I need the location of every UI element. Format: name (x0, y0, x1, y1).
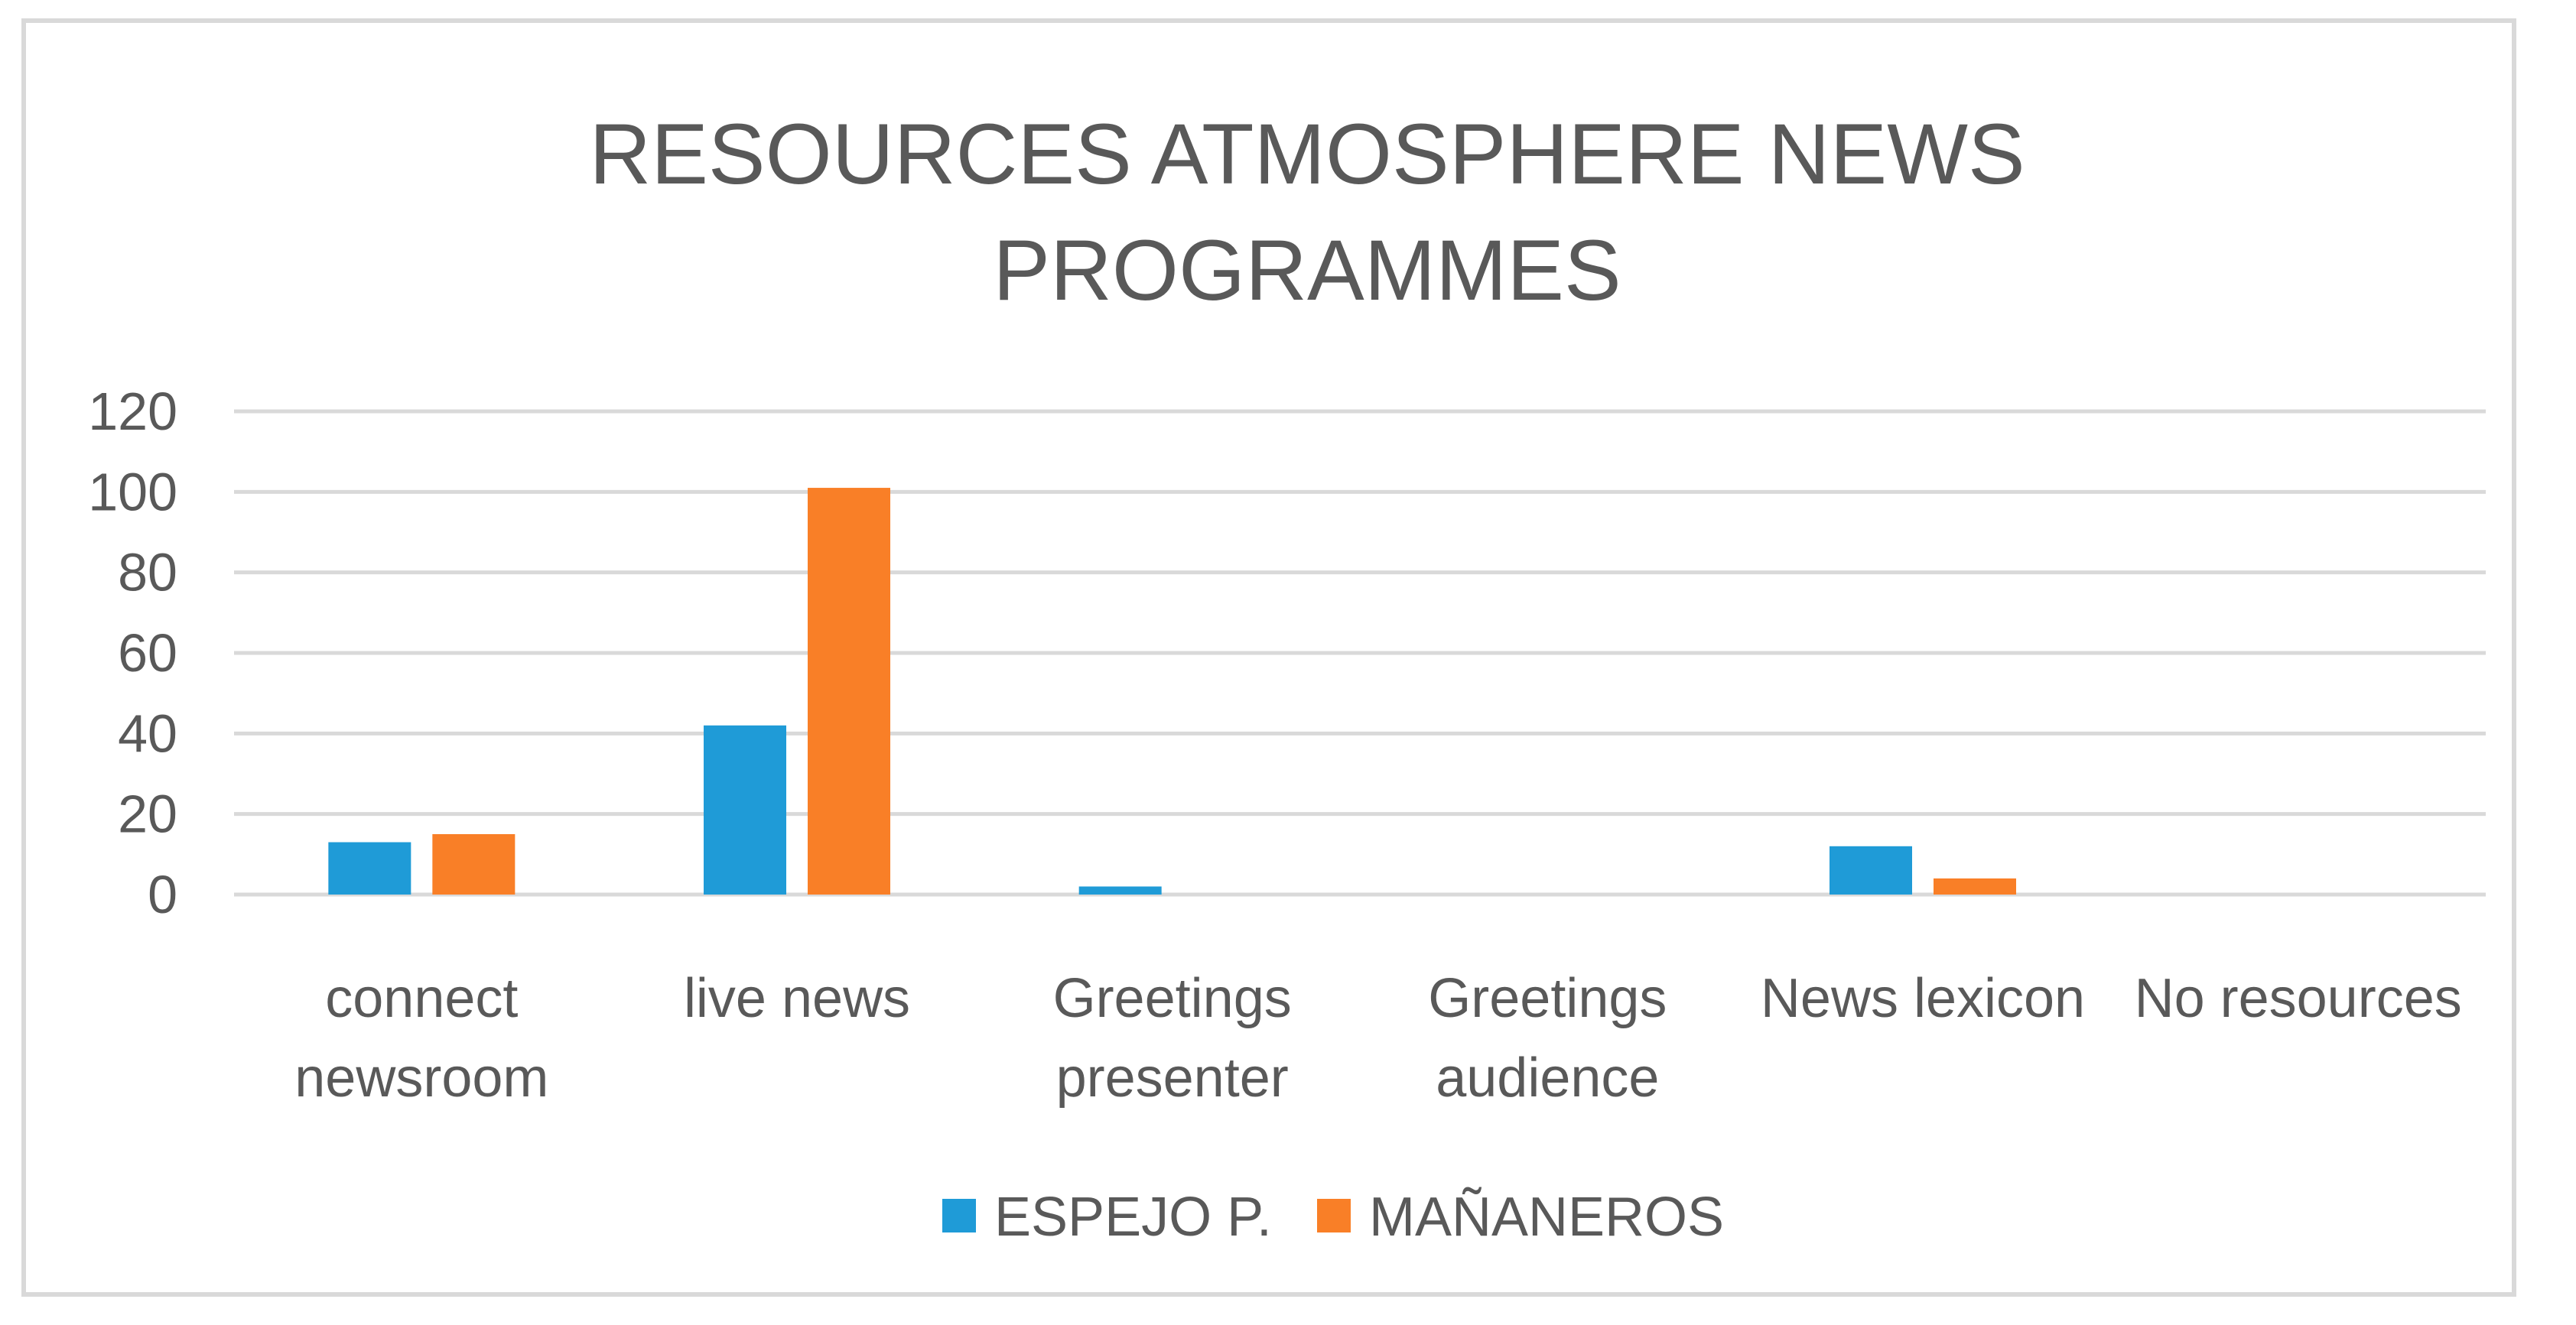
legend-swatch (942, 1199, 976, 1232)
legend-label: ESPEJO P. (994, 1187, 1272, 1248)
x-category-label: News lexicon (1761, 968, 2085, 1029)
y-tick-label: 80 (118, 543, 177, 602)
x-category-label: No resources (2135, 968, 2462, 1029)
y-axis-ticks: 0 20 40 60 80 100 120 (88, 382, 177, 924)
legend-label: MAÑANEROS (1369, 1187, 1724, 1248)
chart-title-line-2: PROGRAMMES (993, 222, 1621, 318)
chart-title-line-1: RESOURCES ATMOSPHERE NEWS (589, 106, 2025, 202)
x-category-label: presenter (1056, 1047, 1289, 1109)
bar-espejo (1078, 886, 1162, 895)
bar-mananeros (1934, 878, 2016, 895)
bar-mananeros (808, 488, 890, 895)
legend-swatch (1317, 1199, 1351, 1232)
bar-mananeros (432, 834, 516, 895)
y-tick-label: 120 (88, 382, 177, 441)
x-category-label: Greetings (1428, 968, 1667, 1029)
gridlines (234, 409, 2486, 897)
y-tick-label: 20 (118, 784, 177, 844)
x-category-label: connect (325, 968, 518, 1029)
y-tick-label: 100 (88, 462, 177, 521)
bar-espejo (328, 842, 411, 895)
chart-frame: RESOURCES ATMOSPHERE NEWS PROGRAMMES 0 20… (21, 18, 2516, 1297)
bar-chart: RESOURCES ATMOSPHERE NEWS PROGRAMMES 0 20… (88, 106, 2486, 1248)
x-category-label: Greetings (1053, 968, 1292, 1029)
bar-espejo (1830, 846, 1912, 895)
x-category-label: live news (684, 968, 910, 1029)
y-tick-label: 0 (148, 865, 177, 924)
x-axis-categories: connect newsroom live news Greetings present… (294, 968, 2461, 1109)
legend: ESPEJO P. MAÑANEROS (942, 1187, 1724, 1248)
y-tick-label: 60 (118, 623, 177, 683)
bar-espejo (704, 725, 786, 895)
x-category-label: audience (1436, 1047, 1659, 1109)
bars (328, 488, 2016, 895)
x-category-label: newsroom (294, 1047, 548, 1109)
y-tick-label: 40 (118, 703, 177, 763)
